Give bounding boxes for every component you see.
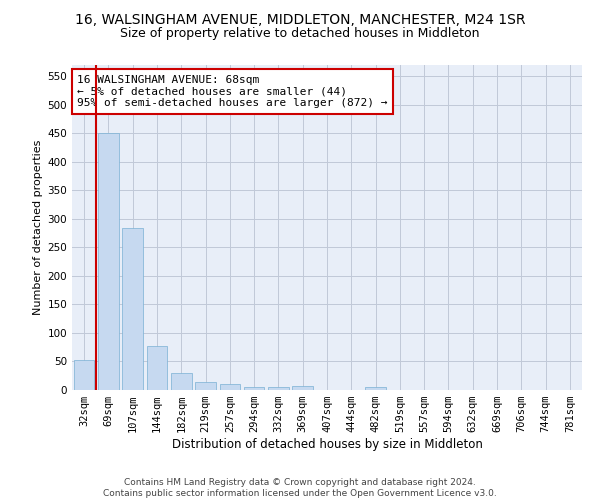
Bar xyxy=(268,387,289,390)
Text: Contains HM Land Registry data © Crown copyright and database right 2024.
Contai: Contains HM Land Registry data © Crown c… xyxy=(103,478,497,498)
Bar xyxy=(74,360,94,390)
Text: 16, WALSINGHAM AVENUE, MIDDLETON, MANCHESTER, M24 1SR: 16, WALSINGHAM AVENUE, MIDDLETON, MANCHE… xyxy=(75,12,525,26)
Text: Size of property relative to detached houses in Middleton: Size of property relative to detached ho… xyxy=(120,28,480,40)
X-axis label: Distribution of detached houses by size in Middleton: Distribution of detached houses by size … xyxy=(172,438,482,451)
Bar xyxy=(365,387,386,390)
Bar xyxy=(171,373,191,390)
Bar xyxy=(146,346,167,390)
Bar xyxy=(220,384,240,390)
Text: 16 WALSINGHAM AVENUE: 68sqm
← 5% of detached houses are smaller (44)
95% of semi: 16 WALSINGHAM AVENUE: 68sqm ← 5% of deta… xyxy=(77,74,388,108)
Bar xyxy=(292,386,313,390)
Bar xyxy=(122,228,143,390)
Bar xyxy=(98,133,119,390)
Bar xyxy=(244,387,265,390)
Bar xyxy=(195,382,216,390)
Y-axis label: Number of detached properties: Number of detached properties xyxy=(33,140,43,315)
